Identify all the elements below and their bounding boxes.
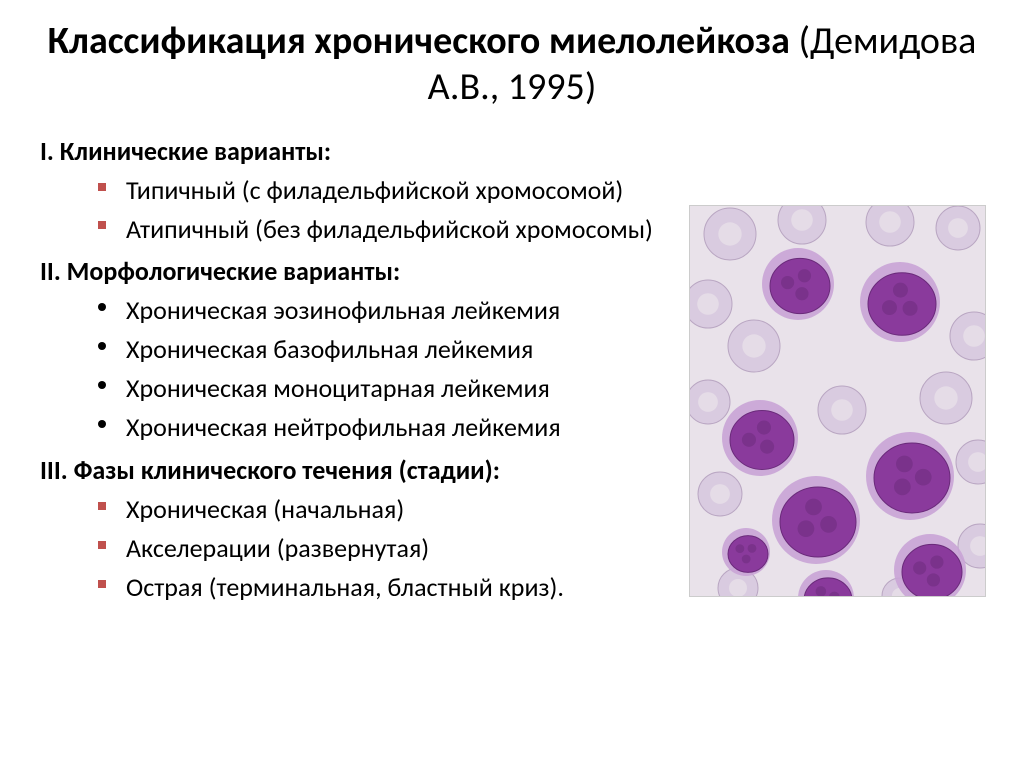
- section-heading: II. Морфологические варианты:: [40, 253, 677, 290]
- section-heading: I. Клинические варианты:: [40, 133, 677, 170]
- list-item: Острая (терминальная, бластный криз).: [126, 569, 677, 606]
- slide-title: Классификация хронического миелолейкоза …: [40, 18, 984, 111]
- list-item: Хроническая эозинофильная лейкемия: [126, 292, 677, 329]
- text-column: I. Клинические варианты: Типичный (с фил…: [40, 133, 677, 612]
- list-item: Типичный (с филадельфийской хромосомой): [126, 172, 677, 209]
- slide-body: I. Клинические варианты: Типичный (с фил…: [40, 133, 984, 612]
- section-list: Хроническая (начальная) Акселерации (раз…: [40, 491, 677, 606]
- slide: Классификация хронического миелолейкоза …: [0, 0, 1024, 767]
- list-item: Хроническая нейтрофильная лейкемия: [126, 409, 677, 446]
- list-item: Хроническая базофильная лейкемия: [126, 331, 677, 368]
- list-item: Акселерации (развернутая): [126, 530, 677, 567]
- list-item: Хроническая (начальная): [126, 491, 677, 528]
- section-list: Хроническая эозинофильная лейкемия Хрони…: [40, 292, 677, 446]
- list-item: Атипичный (без филадельфийской хромосомы…: [126, 211, 677, 248]
- title-bold: Классификация хронического миелолейкоза: [48, 18, 790, 64]
- section-list: Типичный (с филадельфийской хромосомой) …: [40, 172, 677, 248]
- micrograph-image: [689, 205, 986, 597]
- image-column: [689, 205, 984, 612]
- section-heading: III. Фазы клинического течения (стадии):: [40, 452, 677, 489]
- list-item: Хроническая моноцитарная лейкемия: [126, 370, 677, 407]
